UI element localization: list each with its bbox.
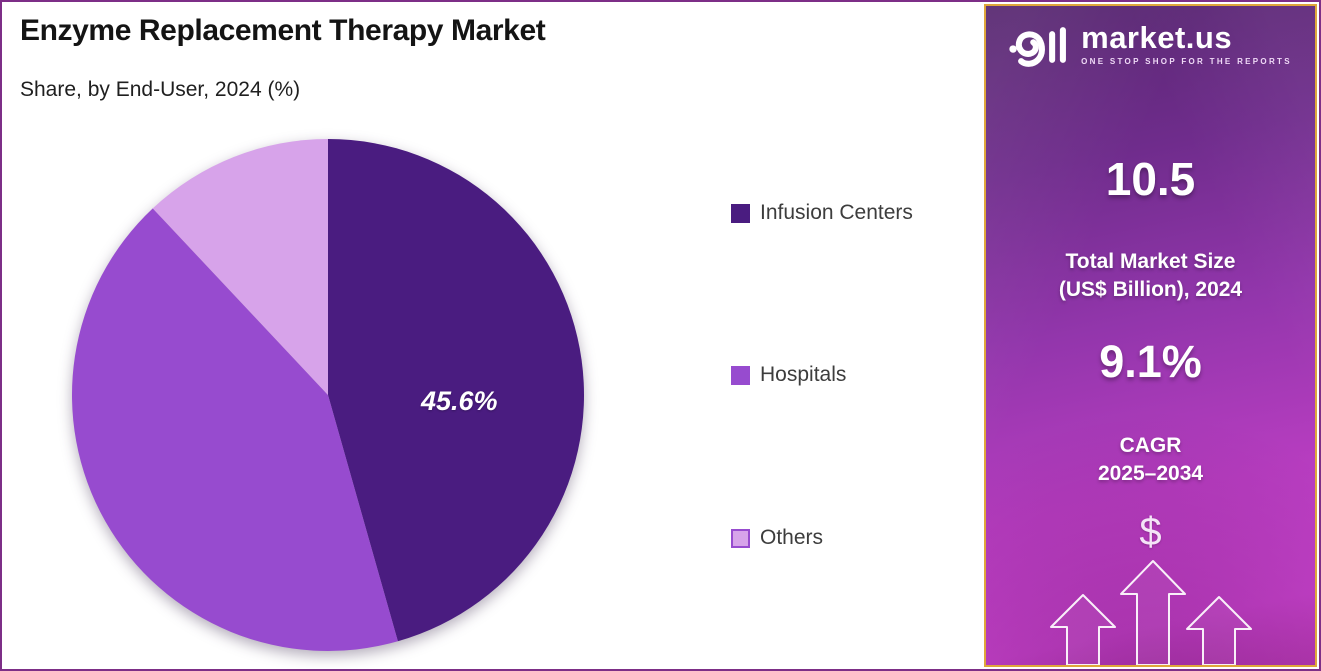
legend-label: Hospitals bbox=[760, 363, 847, 386]
cagr-label: CAGR 2025–2034 bbox=[1097, 434, 1204, 486]
pie-slice-hospitals bbox=[71, 208, 398, 652]
brand-name: market.us bbox=[1081, 20, 1233, 55]
pie-chart: 45.6% bbox=[69, 136, 587, 654]
legend-swatch-others bbox=[731, 528, 750, 548]
market-size-label: Total Market Size (US$ Billion), 2024 bbox=[1058, 250, 1243, 302]
pie-chart-svg bbox=[71, 139, 585, 652]
brand-stats-panel: market.us ONE STOP SHOP FOR THE REPORTS … bbox=[984, 4, 1317, 667]
legend-swatch-hospitals bbox=[731, 365, 750, 385]
chart-subtitle: Share, by End-User, 2024 (%) bbox=[20, 78, 301, 101]
brand-tagline: ONE STOP SHOP FOR THE REPORTS bbox=[1081, 57, 1292, 66]
legend-item-infusion-centers: Infusion Centers bbox=[731, 201, 913, 225]
page-title: Enzyme Replacement Therapy Market bbox=[20, 14, 546, 47]
pie-slice-infusion-centers bbox=[328, 139, 585, 642]
marketus-logo-icon bbox=[1009, 27, 1067, 67]
growth-arrows-icon bbox=[1050, 560, 1252, 665]
legend-swatch-infusion-centers bbox=[731, 203, 750, 223]
market-size-value: 10.5 bbox=[1105, 153, 1196, 205]
pie-slice-others bbox=[152, 139, 328, 395]
marketus-logo: market.us ONE STOP SHOP FOR THE REPORTS bbox=[986, 22, 1315, 68]
legend-item-others: Others bbox=[731, 526, 823, 550]
legend-label: Others bbox=[760, 526, 824, 549]
legend-label: Infusion Centers bbox=[760, 201, 913, 224]
dollar-icon: $ bbox=[1139, 510, 1162, 554]
cagr-value: 9.1% bbox=[1099, 336, 1202, 387]
pie-slice-value-label: 45.6% bbox=[421, 386, 498, 416]
legend-item-hospitals: Hospitals bbox=[731, 363, 846, 387]
